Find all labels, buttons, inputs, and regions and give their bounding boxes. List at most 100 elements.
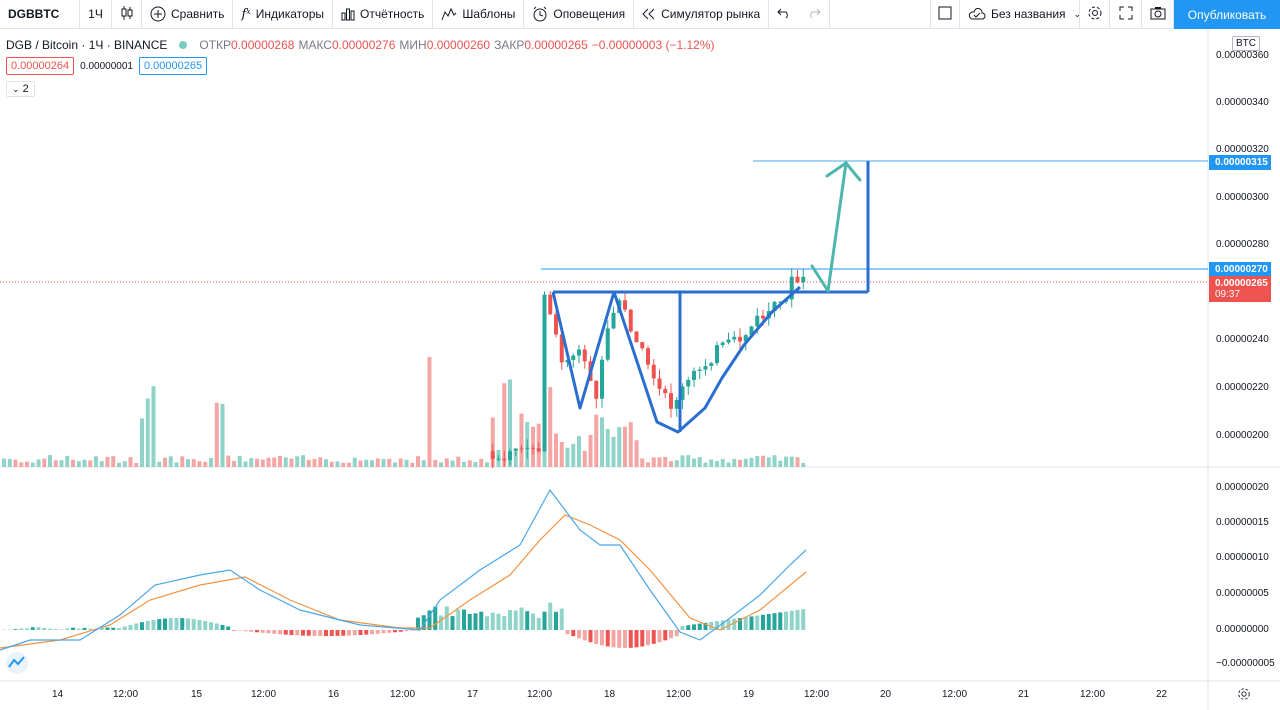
candle-body bbox=[559, 334, 564, 363]
macd-histogram-bar bbox=[421, 615, 426, 630]
macd-histogram-bar bbox=[358, 630, 363, 635]
indicators-collapse-button[interactable]: ⌄ 2 bbox=[6, 81, 35, 97]
time-tick-label: 19 bbox=[743, 689, 755, 700]
volume-bar bbox=[19, 462, 24, 467]
volume-bar bbox=[404, 459, 409, 467]
volume-bar bbox=[117, 462, 121, 467]
macd-histogram-bar bbox=[295, 630, 300, 636]
macd-histogram-bar bbox=[611, 630, 616, 648]
volume-bar bbox=[663, 456, 668, 467]
volume-bar bbox=[485, 462, 489, 467]
layout-name-button[interactable]: Без названия ⌄ bbox=[960, 0, 1081, 29]
redo-button[interactable] bbox=[799, 0, 831, 29]
macd-histogram-bar bbox=[617, 630, 622, 648]
volume-bar bbox=[582, 450, 587, 467]
macd-histogram-bar bbox=[13, 629, 18, 630]
candle-body bbox=[657, 378, 662, 389]
compare-button[interactable]: Сравнить bbox=[142, 0, 234, 29]
price-tick-label: 0.00000300 bbox=[1216, 192, 1269, 203]
gear-icon bbox=[1087, 5, 1103, 24]
volume-bar bbox=[588, 434, 593, 467]
volume-bar bbox=[59, 460, 64, 467]
macd-histogram-bar bbox=[48, 628, 52, 630]
candle-body bbox=[761, 315, 765, 319]
macd-histogram-bar bbox=[732, 618, 737, 630]
volume-bar bbox=[347, 462, 351, 467]
volume-bar bbox=[94, 456, 98, 467]
volume-bar bbox=[519, 413, 524, 467]
screenshot-button[interactable] bbox=[1142, 0, 1174, 29]
volume-bar bbox=[36, 459, 41, 467]
legend-title[interactable]: DGB / Bitcoin · 1Ч · BINANCE bbox=[6, 38, 168, 52]
candle-body bbox=[720, 342, 725, 346]
settings-button[interactable] bbox=[1080, 0, 1110, 29]
volume-bar bbox=[577, 436, 581, 467]
volume-bar bbox=[53, 460, 58, 467]
macd-histogram-bar bbox=[347, 630, 351, 636]
volume-bar bbox=[128, 457, 133, 467]
volume-bar bbox=[25, 461, 29, 467]
macd-histogram-bar bbox=[801, 609, 806, 630]
axis-settings-button[interactable] bbox=[1237, 687, 1251, 706]
macd-histogram-bar bbox=[640, 630, 645, 647]
indicators-label: Индикаторы bbox=[255, 7, 325, 21]
reports-button[interactable]: Отчётность bbox=[333, 0, 434, 29]
macd-tick-label: 0.00000000 bbox=[1216, 624, 1269, 635]
macd-histogram-bar bbox=[651, 630, 656, 644]
price-tick-label: 0.00000340 bbox=[1216, 97, 1269, 108]
macd-histogram-bar bbox=[393, 630, 397, 633]
fullscreen-button[interactable] bbox=[1110, 0, 1142, 29]
macd-histogram-bar bbox=[444, 606, 449, 630]
macd-histogram-bar bbox=[703, 622, 708, 630]
low-label: МИН bbox=[399, 38, 427, 52]
w-pattern-line[interactable] bbox=[551, 285, 801, 434]
fullscreen-layout-button[interactable] bbox=[930, 0, 960, 29]
pattern-drawing[interactable] bbox=[551, 161, 870, 434]
volume-bar bbox=[651, 457, 656, 467]
volume-bar bbox=[2, 458, 6, 467]
interval-button[interactable]: 1Ч bbox=[80, 0, 112, 29]
breakout-arrow[interactable] bbox=[810, 161, 862, 293]
volume-bar bbox=[289, 458, 294, 467]
camera-icon bbox=[1150, 6, 1166, 23]
low-value: 0.00000260 bbox=[426, 38, 491, 52]
replay-label: Симулятор рынка bbox=[661, 7, 761, 21]
macd-histogram-bar bbox=[582, 630, 587, 641]
currency-badge[interactable]: BTC bbox=[1232, 36, 1260, 51]
macd-histogram-bar bbox=[82, 627, 87, 630]
macd-histogram-bar bbox=[387, 630, 392, 633]
candle-body bbox=[525, 447, 530, 449]
volume-bar bbox=[122, 461, 127, 467]
candle-body bbox=[571, 355, 576, 360]
templates-label: Шаблоны bbox=[462, 7, 516, 21]
volume-bar bbox=[617, 427, 622, 467]
volume-bar bbox=[795, 457, 800, 467]
buy-button[interactable]: 0.00000265 bbox=[138, 57, 208, 75]
replay-button[interactable]: Симулятор рынка bbox=[634, 0, 770, 29]
macd-histogram-bar bbox=[795, 610, 800, 630]
sell-button[interactable]: 0.00000264 bbox=[6, 57, 75, 75]
volume-bar bbox=[444, 458, 449, 467]
publish-button[interactable]: Опубликовать bbox=[1174, 0, 1280, 29]
chart-style-button[interactable] bbox=[112, 0, 142, 29]
candle-body bbox=[755, 315, 760, 327]
price-tick-label: 0.00000280 bbox=[1216, 239, 1269, 250]
volume-bar bbox=[352, 457, 357, 467]
candle-body bbox=[738, 336, 742, 342]
macd-histogram-bar bbox=[249, 630, 254, 632]
volume-bar bbox=[186, 459, 190, 467]
macd-histogram-bar bbox=[623, 630, 627, 648]
undo-button[interactable] bbox=[769, 0, 799, 29]
alerts-button[interactable]: Оповещения bbox=[524, 0, 635, 29]
macd-histogram-bar bbox=[697, 623, 702, 630]
templates-button[interactable]: Шаблоны bbox=[433, 0, 525, 29]
volume-bar bbox=[157, 461, 162, 467]
time-tick-label: 15 bbox=[191, 689, 203, 700]
high-value: 0.00000276 bbox=[331, 38, 396, 52]
toolbar-spacer bbox=[830, 0, 930, 29]
macd-histogram-bar bbox=[508, 610, 512, 630]
chart-canvas[interactable] bbox=[0, 29, 1280, 710]
symbol-search[interactable]: DGBBTC bbox=[0, 0, 80, 29]
